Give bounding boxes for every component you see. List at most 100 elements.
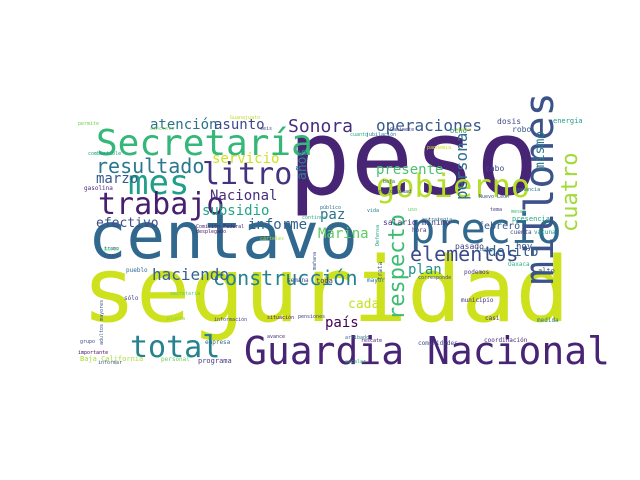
word-anos: años <box>295 148 310 180</box>
word-llegar: llegar <box>476 247 495 253</box>
word-comision-federal: Comisión Federal <box>196 224 245 230</box>
word-plan: plan <box>408 262 442 278</box>
word-vida: vida <box>367 208 380 214</box>
word-gabinete: Gabinete <box>390 127 415 133</box>
word-nacional: Nacional <box>210 188 278 204</box>
word-semana: semana <box>287 277 309 284</box>
word-baja-california: Baja California <box>80 355 144 363</box>
word-hora: hora <box>412 227 427 234</box>
word-escalar: escalar <box>345 359 367 365</box>
word-cuanto: cuanto <box>350 132 369 138</box>
word-avance: avance <box>267 334 286 340</box>
word-seis: seis <box>260 126 273 132</box>
word-empresa: empresa <box>205 339 231 346</box>
word-litro: litro <box>202 157 293 192</box>
word-salario-minimo: salario mínimo <box>383 218 451 227</box>
word-presencia: presencia <box>512 215 550 223</box>
word-servicio: servicio <box>212 151 280 167</box>
word-subsidio: subsidio <box>202 203 270 219</box>
word-solo: sólo <box>124 295 139 302</box>
word-cabo: cabo <box>485 164 505 173</box>
word-gasolina: gasolina <box>84 185 113 192</box>
word-tema: tema <box>490 207 503 213</box>
word-guardia-nacional: Guardia Nacional <box>244 329 611 373</box>
word-concreto: concreto <box>150 126 175 132</box>
word-gobierno: gobierno <box>376 167 531 205</box>
word-personal: personal <box>161 356 190 363</box>
word-peso: peso <box>288 97 539 219</box>
word-cada: cada <box>348 297 380 312</box>
word-total: total <box>130 330 221 365</box>
word-permite: permite <box>78 121 100 127</box>
word-alto: alto <box>538 267 555 275</box>
word-mes: mes <box>128 163 190 203</box>
word-construccion: construcción <box>213 266 358 290</box>
word-municipio: municipio <box>461 297 494 304</box>
word-informe: informe <box>248 217 308 233</box>
word-continua: continua <box>302 215 327 221</box>
word-delito: delito <box>488 244 539 260</box>
word-pais: país <box>325 315 359 331</box>
word-sonora: Sonora <box>288 116 354 137</box>
word-pueblo: pueblo <box>126 267 148 274</box>
word-defensa: Defensa <box>375 224 381 246</box>
word-meses: meses <box>511 209 527 215</box>
word-energia: energía <box>553 117 583 125</box>
word-seguridad: seguridad <box>82 238 570 343</box>
word-coordinacion: coordinación <box>484 337 528 344</box>
word-carteles: cárteles <box>260 236 285 242</box>
word-ocho: ocho <box>450 127 467 135</box>
word-secretaria-small: secretaria <box>170 291 201 297</box>
word-marina: Marina <box>318 226 369 242</box>
word-ciudad: Ciudad <box>393 189 412 195</box>
word-rescate: rescate <box>361 338 383 344</box>
word-dosis: dosis <box>497 117 522 126</box>
word-pandemia: pandemia <box>427 145 452 151</box>
word-asunto: asunto <box>214 117 265 133</box>
word-desplegado: desplegado <box>196 229 227 235</box>
word-pasado: pasado <box>455 242 484 251</box>
word-trabajo: trabajo <box>98 187 225 222</box>
word-marzo: marzo <box>96 171 139 187</box>
word-febrero: febrero <box>478 221 521 232</box>
word-guanajuato: Guanajuato <box>230 115 261 121</box>
word-presente: presente <box>376 162 444 178</box>
word-respecto: respecto <box>385 214 410 320</box>
word-grupo: grupo <box>80 339 96 345</box>
word-baja: baja <box>383 179 396 185</box>
word-operaciones: operaciones <box>376 116 482 135</box>
word-persona: persona <box>452 132 471 200</box>
word-importante: importante <box>78 350 109 356</box>
word-podemos: podemos <box>464 269 490 276</box>
word-atencion: atención <box>150 117 218 133</box>
word-informar: informar <box>98 360 123 366</box>
word-combustible: combustible <box>88 151 122 157</box>
word-resto: resto <box>378 189 394 195</box>
word-medida: medida <box>537 317 559 324</box>
word-ganancia: ganancia <box>516 187 541 193</box>
word-elementos: elementos <box>410 242 519 266</box>
word-vacuna: vacuna <box>534 229 556 236</box>
word-pensiones: pensiones <box>298 314 326 320</box>
word-uso: uso <box>408 207 418 213</box>
word-jubilacion: jubilación <box>366 132 397 138</box>
word-resultado: resultado <box>96 154 205 178</box>
word-publico: público <box>320 205 342 211</box>
word-programa: programa <box>198 357 232 365</box>
word-secretaria: Secretaría <box>96 123 313 164</box>
word-precio: precio <box>410 204 562 253</box>
word-hoy: hoy <box>516 242 533 252</box>
word-parte: parte <box>104 247 120 253</box>
word-arribado: arribado <box>345 335 370 341</box>
word-corresponde: corresponde <box>418 275 452 281</box>
word-paz: paz <box>320 207 346 223</box>
word-tramo: tramo <box>104 246 120 252</box>
word-robo: robo <box>512 125 532 134</box>
word-planta: planta <box>167 316 186 322</box>
word-punto: punto <box>456 127 472 133</box>
word-adultos-mayores: adultos mayores <box>99 299 105 345</box>
word-cuatro: cuatro <box>558 152 583 232</box>
word-igual: igual <box>104 253 120 259</box>
word-manana: mañana <box>312 251 318 270</box>
